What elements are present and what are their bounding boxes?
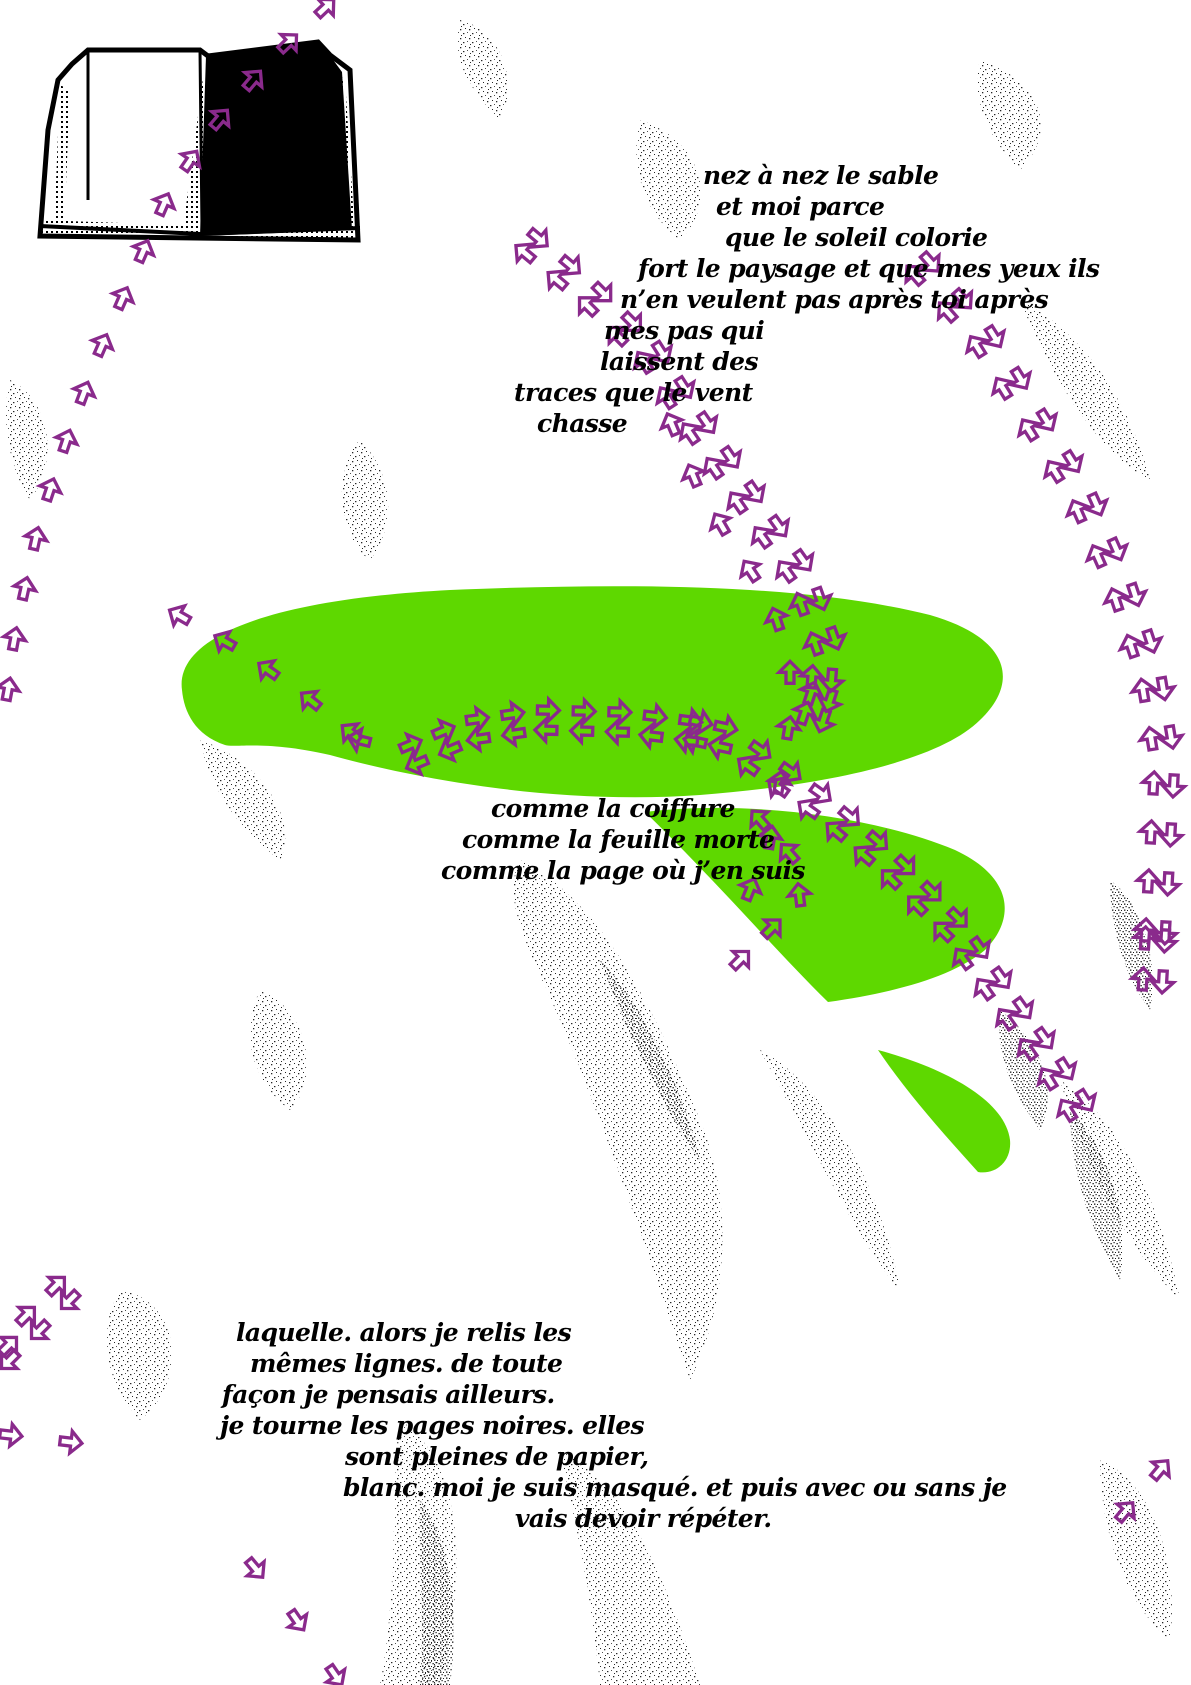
outline-arrow-icon	[723, 942, 758, 977]
poem-line: comme la feuille morte	[462, 825, 775, 854]
outline-arrow-icon	[703, 506, 738, 541]
poem-line: sont pleines de papier,	[345, 1442, 649, 1471]
outline-arrow-icon	[1157, 821, 1185, 849]
poem-line: vais devoir répéter.	[515, 1504, 772, 1533]
poem-line: n’en veulent pas après toi après	[620, 285, 1049, 314]
outline-arrow-icon	[308, 0, 343, 25]
outline-arrow-icon	[1149, 968, 1176, 996]
poem-line: façon je pensais ailleurs.	[222, 1380, 555, 1409]
poem-line: chasse	[537, 409, 628, 438]
poem-line: laissent des	[600, 347, 759, 376]
poem-line: mes pas qui	[604, 316, 765, 345]
poem-line: traces que le vent	[514, 378, 753, 407]
outline-arrow-icon	[127, 234, 160, 268]
outline-arrow-icon	[238, 1551, 273, 1586]
poem-line: comme la coiffure	[491, 794, 735, 823]
outline-arrow-icon	[1140, 769, 1167, 797]
poem-line: fort le paysage et que mes yeux ils	[638, 254, 1100, 283]
poem-line: comme la page où j’en suis	[441, 856, 806, 885]
outline-arrow-icon	[86, 328, 119, 361]
outline-arrow-icon	[280, 1603, 315, 1638]
poem-line: laquelle. alors je relis les	[236, 1318, 572, 1347]
outline-arrow-icon	[0, 1421, 25, 1449]
outline-arrow-icon	[10, 573, 40, 604]
outline-arrow-icon	[57, 1428, 85, 1456]
outline-arrow-icon	[1136, 724, 1166, 753]
outline-arrow-icon	[162, 598, 196, 633]
poem-line: que le soleil colorie	[725, 223, 988, 252]
outline-arrow-icon	[733, 553, 768, 588]
poem-line: mêmes lignes. de toute	[250, 1349, 563, 1378]
outline-arrow-icon	[0, 674, 23, 704]
outline-arrow-icon	[1154, 870, 1182, 898]
speckle-texture	[6, 20, 1180, 1685]
outline-arrow-icon	[21, 523, 51, 554]
outline-arrow-icon	[1135, 867, 1162, 895]
outline-arrow-icon	[50, 425, 82, 457]
poem-line: je tourne les pages noires. elles	[220, 1411, 645, 1440]
open-book-icon	[37, 39, 361, 243]
outline-arrow-icon	[1128, 675, 1158, 705]
outline-arrow-icon	[106, 281, 139, 315]
outline-arrow-icon	[1143, 1452, 1178, 1487]
outline-arrow-icon	[68, 376, 100, 409]
outline-arrow-icon	[1160, 772, 1187, 800]
poem-line: nez à nez le sable	[703, 161, 939, 190]
outline-arrow-icon	[318, 1658, 353, 1685]
poem-line: et moi parce	[716, 192, 885, 221]
poem-line: blanc. moi je suis masqué. et puis avec …	[343, 1473, 1007, 1502]
outline-arrow-icon	[0, 624, 30, 654]
outline-arrow-icon	[1137, 818, 1165, 846]
